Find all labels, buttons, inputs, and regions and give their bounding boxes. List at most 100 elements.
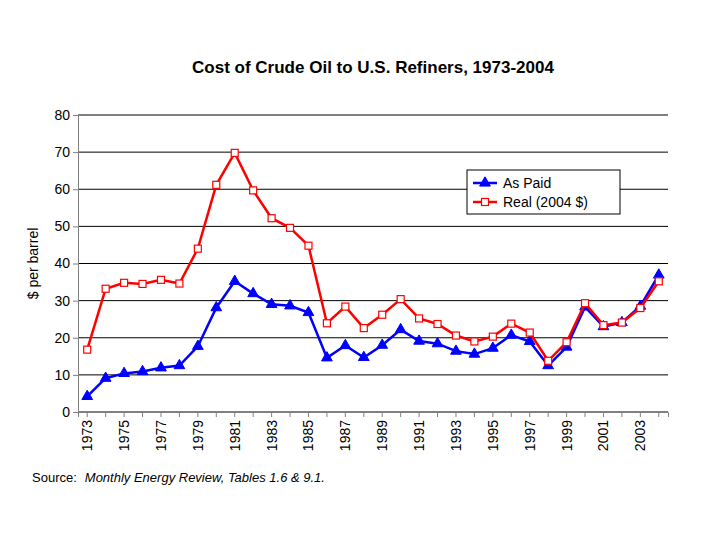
x-tick-mark [400,412,401,417]
marker [582,300,589,307]
x-tick: 1987 [337,412,353,451]
x-tick: 2003 [632,412,648,451]
x-tick: 1981 [227,412,243,451]
marker [358,351,369,360]
marker [452,332,459,339]
legend: As PaidReal (2004 $) [467,170,620,214]
x-tick-mark [603,412,604,417]
x-tick-mark [363,412,364,417]
marker [342,303,349,310]
x-tick-mark [271,412,272,417]
x-tick-mark [197,412,198,417]
x-tick-mark [492,412,493,417]
series [82,269,664,400]
x-tick-label: 1997 [522,420,538,451]
x-tick-mark [234,412,235,417]
chart: 0102030405060708019731975197719791981198… [0,0,720,540]
y-tick-label: 50 [54,218,70,234]
marker [176,280,183,287]
x-tick-mark [437,412,438,417]
x-tick-mark [216,412,217,417]
x-tick [253,412,254,417]
marker [563,339,570,346]
marker [102,285,109,292]
x-tick [548,412,549,417]
x-tick-mark [419,412,420,417]
y-tick: 10 [54,367,78,383]
x-axis: 1973197519771979198119831985198719891991… [79,412,669,451]
grid-line [78,226,668,227]
marker [322,352,333,361]
y-tick-mark [73,264,78,265]
x-tick: 1995 [485,412,501,451]
y-tick-mark [73,115,78,116]
y-tick-mark [73,412,78,413]
marker [377,339,388,348]
marker [508,320,515,327]
x-tick-label: 2001 [595,420,611,451]
x-tick-mark [160,412,161,417]
x-tick-mark [455,412,456,417]
marker [157,276,164,283]
marker [600,322,607,329]
legend-marker [482,199,489,206]
x-tick [142,412,143,417]
x-tick: 1979 [190,412,206,451]
y-tick-label: 40 [54,255,70,271]
marker [469,348,480,357]
y-tick: 40 [54,255,78,271]
marker [213,181,220,188]
marker [618,319,625,326]
x-tick [179,412,180,417]
x-tick-mark [474,412,475,417]
marker [655,278,662,285]
marker [526,329,533,336]
marker [119,367,130,376]
x-tick-label: 1999 [558,420,574,451]
grid-line [78,374,668,375]
marker [598,320,609,329]
y-tick-mark [73,338,78,339]
y-axis-title: $ per barrel [25,228,41,300]
series [84,149,663,364]
x-tick-mark [548,412,549,417]
marker [231,149,238,156]
y-tick-label: 60 [54,181,70,197]
x-tick-mark [585,412,586,417]
source-note: Source:Monthly Energy Review, Tables 1.6… [32,470,325,485]
y-tick: 60 [54,181,78,197]
marker [100,372,111,381]
marker [156,362,167,371]
x-tick [400,412,401,417]
marker [432,337,443,346]
plot-area [82,149,664,399]
x-tick-label: 1989 [374,420,390,451]
y-tick-mark [73,301,78,302]
x-tick [621,412,622,417]
y-tick-label: 70 [54,144,70,160]
x-tick-label: 1991 [411,420,427,451]
x-tick [363,412,364,417]
y-tick-mark [73,375,78,376]
x-tick-mark [511,412,512,417]
legend-entry: As Paid [473,175,551,191]
marker [139,280,146,287]
marker [637,305,644,312]
marker [397,296,404,303]
y-tick: 30 [54,293,78,309]
x-tick-label: 1973 [79,420,95,451]
marker [229,275,240,284]
marker [451,345,462,354]
marker [82,390,93,399]
series-line [87,275,659,396]
x-tick-label: 1993 [448,420,464,451]
marker [545,357,552,364]
marker [395,323,406,332]
x-tick-mark [658,412,659,417]
x-tick-mark [308,412,309,417]
marker [379,311,386,318]
x-tick-mark [87,412,88,417]
grid [78,115,668,412]
y-tick-label: 10 [54,367,70,383]
y-tick: 0 [62,404,78,420]
